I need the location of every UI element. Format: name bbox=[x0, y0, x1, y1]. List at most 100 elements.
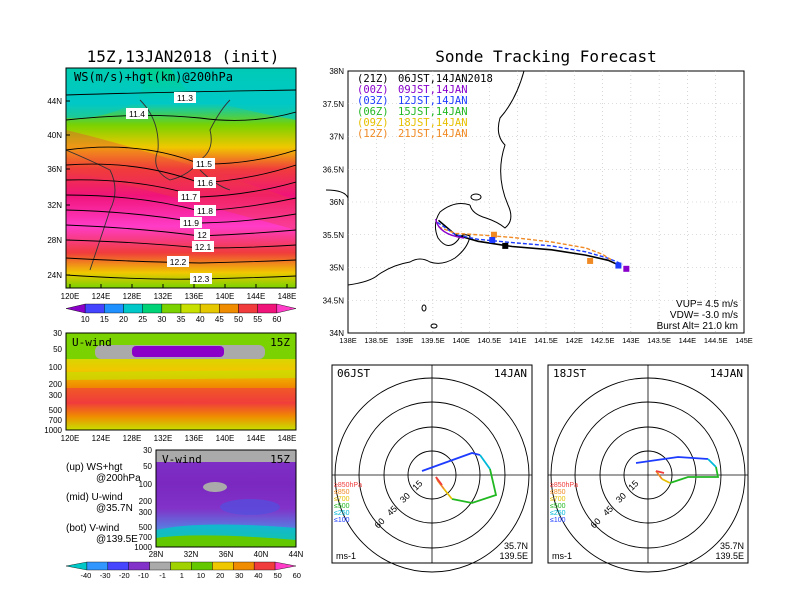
colorbar-label: 1 bbox=[180, 571, 184, 580]
note-line: @139.5E bbox=[96, 534, 138, 545]
lon-tick-label: 148E bbox=[278, 434, 297, 443]
lon-tick-label: 120E bbox=[61, 292, 80, 301]
lat-tick-label: 44N bbox=[289, 550, 304, 559]
vwind-frame bbox=[155, 449, 297, 548]
hodo-trace bbox=[655, 470, 665, 474]
lat-tick-label: 37.5N bbox=[323, 100, 345, 109]
hodo-ring-label: 30 bbox=[614, 491, 628, 505]
colorbar-swatch bbox=[65, 303, 86, 314]
colorbar-label: 60 bbox=[293, 571, 301, 580]
uwind-lon-axis: 120E 124E 128E 132E 136E 140E 144E 148E bbox=[61, 434, 297, 443]
colorbar-label: -20 bbox=[119, 571, 130, 580]
colorbar-swatch bbox=[253, 561, 276, 571]
param-vdw: VDW= -3.0 m/s bbox=[670, 310, 738, 321]
colorbar-label: 45 bbox=[215, 315, 224, 324]
track-marker bbox=[623, 265, 630, 272]
contour-label: 11.4 bbox=[129, 109, 145, 119]
legend-time: 06JST,14JAN2018 bbox=[398, 73, 493, 85]
colorbar-swatch bbox=[219, 303, 239, 314]
pressure-tick-label: 300 bbox=[49, 391, 63, 400]
uwind-band bbox=[66, 370, 296, 380]
vwind-lat-axis: 28N 32N 36N 40N 44N bbox=[149, 550, 304, 559]
coast-china bbox=[66, 149, 116, 271]
legend-time: 15JST,14JAN bbox=[398, 106, 468, 118]
lon-tick-label: 142.5E bbox=[591, 336, 615, 345]
colorbar-swatch bbox=[170, 561, 192, 571]
contour-label: 11.9 bbox=[183, 218, 199, 228]
pressure-tick-label: 100 bbox=[139, 480, 153, 489]
lon-tick-label: 138E bbox=[339, 336, 357, 345]
ws-lat-axis: 44N 40N 36N 32N 28N 24N bbox=[47, 97, 70, 280]
uwind-purple-core bbox=[132, 346, 224, 357]
track-marker bbox=[587, 257, 594, 264]
lon-tick-label: 136E bbox=[185, 434, 204, 443]
lon-tick-label: 143.5E bbox=[647, 336, 671, 345]
contour-label: 12.2 bbox=[170, 257, 187, 267]
hodo-lon: 139.5E bbox=[499, 551, 528, 561]
hodo-trace bbox=[421, 452, 481, 472]
hodo-trace bbox=[707, 458, 717, 468]
lon-tick-label: 138.5E bbox=[364, 336, 388, 345]
param-burst: Burst Alt= 21.0 km bbox=[657, 321, 738, 332]
legend-zulu: (06Z) bbox=[357, 106, 389, 118]
colorbar-swatch bbox=[123, 303, 143, 314]
colorbar-label: 40 bbox=[196, 315, 205, 324]
hodo-level-label: ≥850hPa bbox=[334, 482, 362, 489]
hodo-lat: 35.7N bbox=[720, 541, 744, 551]
legend-zulu: (09Z) bbox=[357, 117, 389, 129]
lon-tick-label: 140E bbox=[216, 434, 235, 443]
hodo-units: ms-1 bbox=[336, 551, 356, 561]
legend-time: 21JST,14JAN bbox=[398, 128, 468, 140]
hodo-level-label: ≤100 bbox=[550, 517, 566, 524]
colorbar-label: 20 bbox=[216, 571, 224, 580]
vwind-low-green bbox=[156, 535, 296, 547]
lon-tick-label: 144.5E bbox=[704, 336, 728, 345]
contour-labels: 11.3 11.4 11.5 11.6 11.7 11.8 11.9 12 12… bbox=[126, 92, 216, 284]
colorbar-swatch bbox=[84, 303, 105, 314]
lat-tick-label: 24N bbox=[47, 271, 62, 280]
lon-tick-label: 144E bbox=[247, 434, 266, 443]
lon-tick-label: 148E bbox=[278, 292, 297, 301]
hodo-level-label: ≤500 bbox=[334, 503, 350, 510]
ws-map: 11.3 11.4 11.5 11.6 11.7 11.8 11.9 12 12… bbox=[66, 68, 296, 288]
hodo-level-label: ≤700 bbox=[334, 496, 350, 503]
vwind-blue-blob bbox=[220, 499, 280, 515]
ws-low-area-2 bbox=[170, 68, 296, 120]
track-paths bbox=[434, 218, 630, 272]
colorbar-swatch bbox=[199, 303, 220, 314]
lon-tick-label: 139E bbox=[396, 336, 414, 345]
lat-tick-label: 36N bbox=[47, 165, 62, 174]
lat-tick-label: 40N bbox=[47, 131, 62, 140]
hodo-date: 14JAN bbox=[494, 367, 527, 380]
hodo-ring-label: 30 bbox=[398, 491, 412, 505]
track-title: Sonde Tracking Forecast bbox=[435, 47, 657, 66]
hodo-level-label: ≤700 bbox=[550, 496, 566, 503]
lat-tick-label: 36N bbox=[329, 198, 344, 207]
lon-tick-label: 128E bbox=[123, 292, 142, 301]
lat-tick-label: 35.5N bbox=[323, 231, 345, 240]
track-series-line bbox=[437, 221, 623, 265]
track-marker bbox=[490, 231, 497, 238]
colorbar-label: 60 bbox=[272, 315, 281, 324]
note-line: (bot) V-wind bbox=[66, 523, 119, 534]
colorbar-swatch bbox=[212, 561, 234, 571]
lat-tick-label: 38N bbox=[329, 67, 344, 76]
pressure-tick-label: 30 bbox=[143, 446, 152, 455]
vwind-colorbar: -40 -30 -20 -10 -1 1 10 20 30 40 50 60 bbox=[65, 561, 301, 580]
hodo-level-label: ≤250 bbox=[550, 510, 566, 517]
contour-line bbox=[66, 111, 296, 121]
lon-tick-label: 124E bbox=[92, 434, 111, 443]
vwind-top bbox=[156, 450, 296, 462]
track-series-line bbox=[438, 226, 612, 261]
colorbar-label: 35 bbox=[177, 315, 186, 324]
island bbox=[421, 304, 427, 312]
left-main-title: 15Z,13JAN2018 (init) bbox=[87, 47, 280, 66]
colorbar-label: -40 bbox=[81, 571, 92, 580]
lon-tick-label: 140.5E bbox=[478, 336, 502, 345]
colorbar-swatch bbox=[149, 561, 171, 571]
lon-tick-label: 124E bbox=[92, 292, 111, 301]
lat-tick-label: 40N bbox=[254, 550, 269, 559]
